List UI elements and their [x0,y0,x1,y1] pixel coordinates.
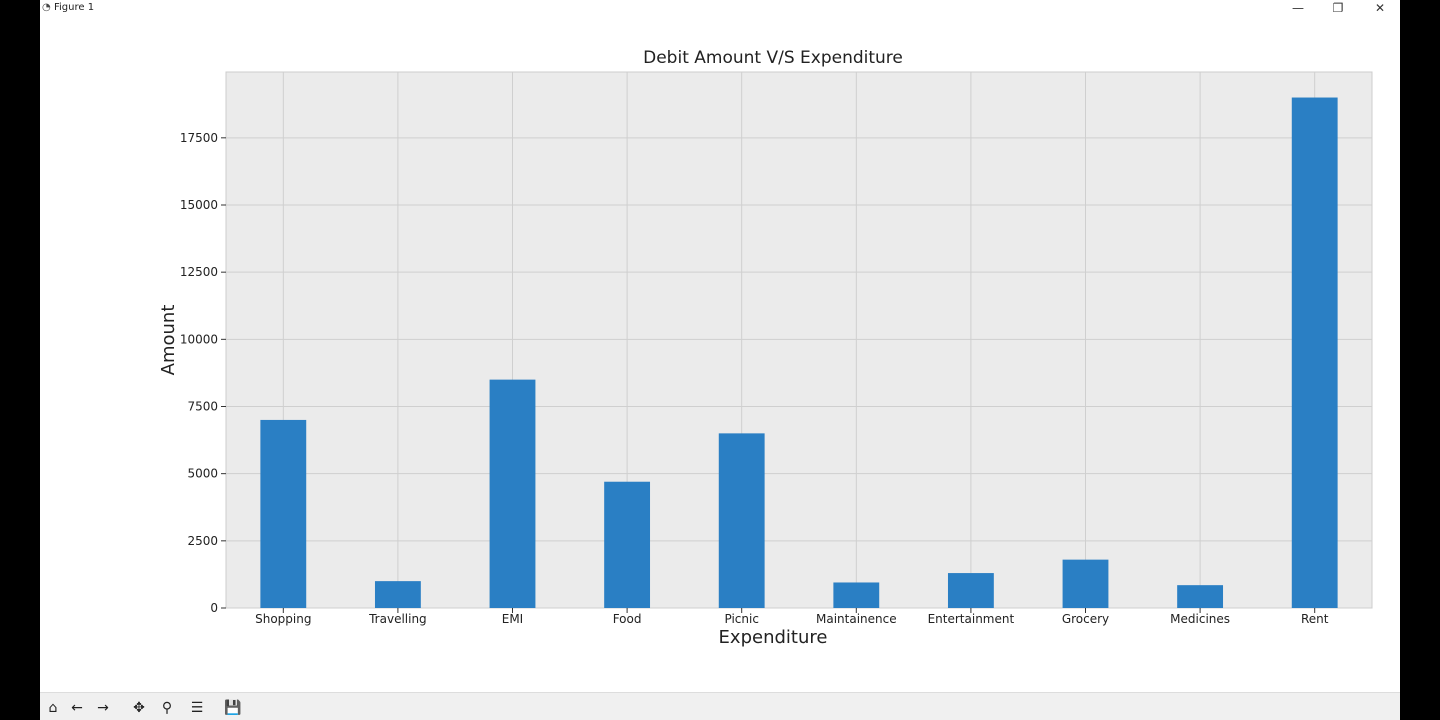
x-tick-label: Picnic [724,612,758,626]
x-tick-label: Grocery [1062,612,1109,626]
bar-travelling [374,581,421,608]
bar-shopping [260,419,307,608]
bar-maintainence [833,582,880,608]
back-icon[interactable]: ← [71,700,83,716]
x-tick-label: Entertainment [928,612,1015,626]
pan-icon[interactable]: ✥ [133,700,145,716]
configure-icon[interactable]: ☰ [190,700,204,716]
forward-icon[interactable]: → [97,700,109,716]
bar-picnic [718,433,765,608]
bar-emi [489,379,536,608]
navigation-toolbar: ⌂ ← → ✥ ⚲ ☰ 💾 [40,692,1400,720]
x-tick-label: Travelling [368,612,427,626]
close-button[interactable]: ✕ [1374,1,1386,15]
restore-button[interactable]: ❐ [1332,1,1344,15]
bar-chart: 0 2500 5000 7500 10000 12500 15000 17500 Shoppin… [158,48,1373,648]
x-tick-label: Medicines [1170,612,1230,626]
bar-entertainment [947,573,994,608]
zoom-icon[interactable]: ⚲ [161,700,173,716]
y-tick-label: 5000 [187,467,218,481]
bar-food [604,481,651,608]
figure-icon: ◔ [42,2,51,13]
y-tick-label: 12500 [180,265,218,279]
x-tick-label: Shopping [255,612,311,626]
x-tick-label: EMI [502,612,523,626]
plot-area [225,71,1373,609]
y-axis-label: Amount [158,305,179,376]
window-title: Figure 1 [54,2,95,13]
y-tick-label: 7500 [187,399,218,413]
y-tick-label: 17500 [180,131,218,145]
bar-rent [1291,97,1338,609]
y-tick-label: 2500 [187,534,218,548]
x-tick-label: Food [613,612,642,626]
bar-medicines [1177,585,1224,608]
chart-title: Debit Amount V/S Expenditure [643,48,903,68]
title-bar: ◔ Figure 1 — ❐ ✕ [40,0,1400,18]
figure-window: ◔ Figure 1 — ❐ ✕ 0 2500 5000 7500 10000 12500… [40,0,1400,720]
x-tick-label: Maintainence [816,612,897,626]
minimize-button[interactable]: — [1292,1,1304,15]
y-tick-label: 15000 [180,198,218,212]
x-axis-label: Expenditure [719,627,828,648]
y-tick-label: 10000 [180,332,218,346]
home-icon[interactable]: ⌂ [48,700,58,716]
save-icon[interactable]: 💾 [224,700,242,716]
x-tick-label: Rent [1301,612,1329,626]
bar-grocery [1062,559,1109,608]
y-tick-label: 0 [210,601,218,615]
